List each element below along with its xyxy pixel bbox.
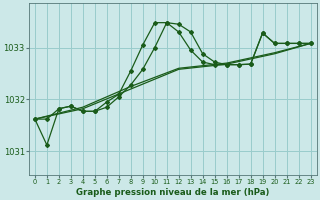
X-axis label: Graphe pression niveau de la mer (hPa): Graphe pression niveau de la mer (hPa) xyxy=(76,188,269,197)
